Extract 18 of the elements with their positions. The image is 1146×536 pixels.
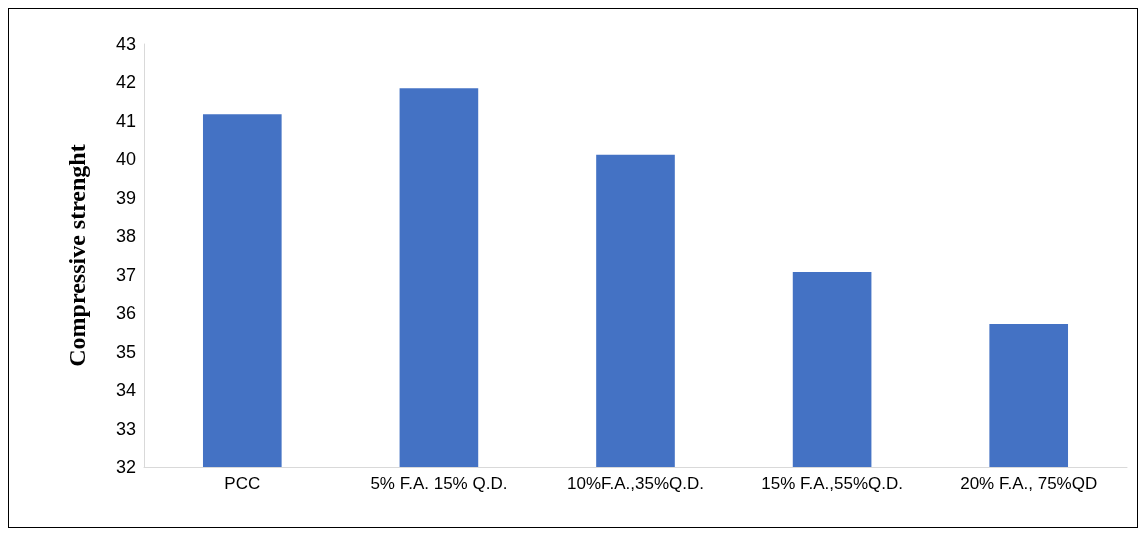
x-tick-label: 20% F.A., 75%QD [960, 474, 1098, 493]
x-tick-label: 15% F.A.,55%Q.D. [761, 474, 903, 493]
y-tick-label: 40 [115, 149, 136, 170]
x-tick-label: PCC [224, 474, 261, 493]
y-tick-label: 37 [115, 264, 136, 285]
y-tick-label: 32 [115, 457, 136, 477]
y-tick-label: 42 [115, 72, 136, 93]
x-tick-label: 10%F.A.,35%Q.D. [566, 474, 705, 493]
y-axis-title: Compressive strenght [64, 144, 90, 367]
y-tick-label: 36 [115, 303, 136, 324]
y-tick-label: 43 [115, 34, 136, 54]
y-tick-label: 39 [115, 187, 136, 208]
x-tick-label: 5% F.A. 15% Q.D. [370, 474, 508, 493]
y-tick-label: 33 [115, 418, 136, 439]
y-tick-label: 34 [115, 380, 136, 401]
y-tick-label: 38 [115, 226, 136, 247]
y-tick-label: 35 [115, 341, 136, 362]
y-tick-label: 41 [115, 110, 136, 131]
